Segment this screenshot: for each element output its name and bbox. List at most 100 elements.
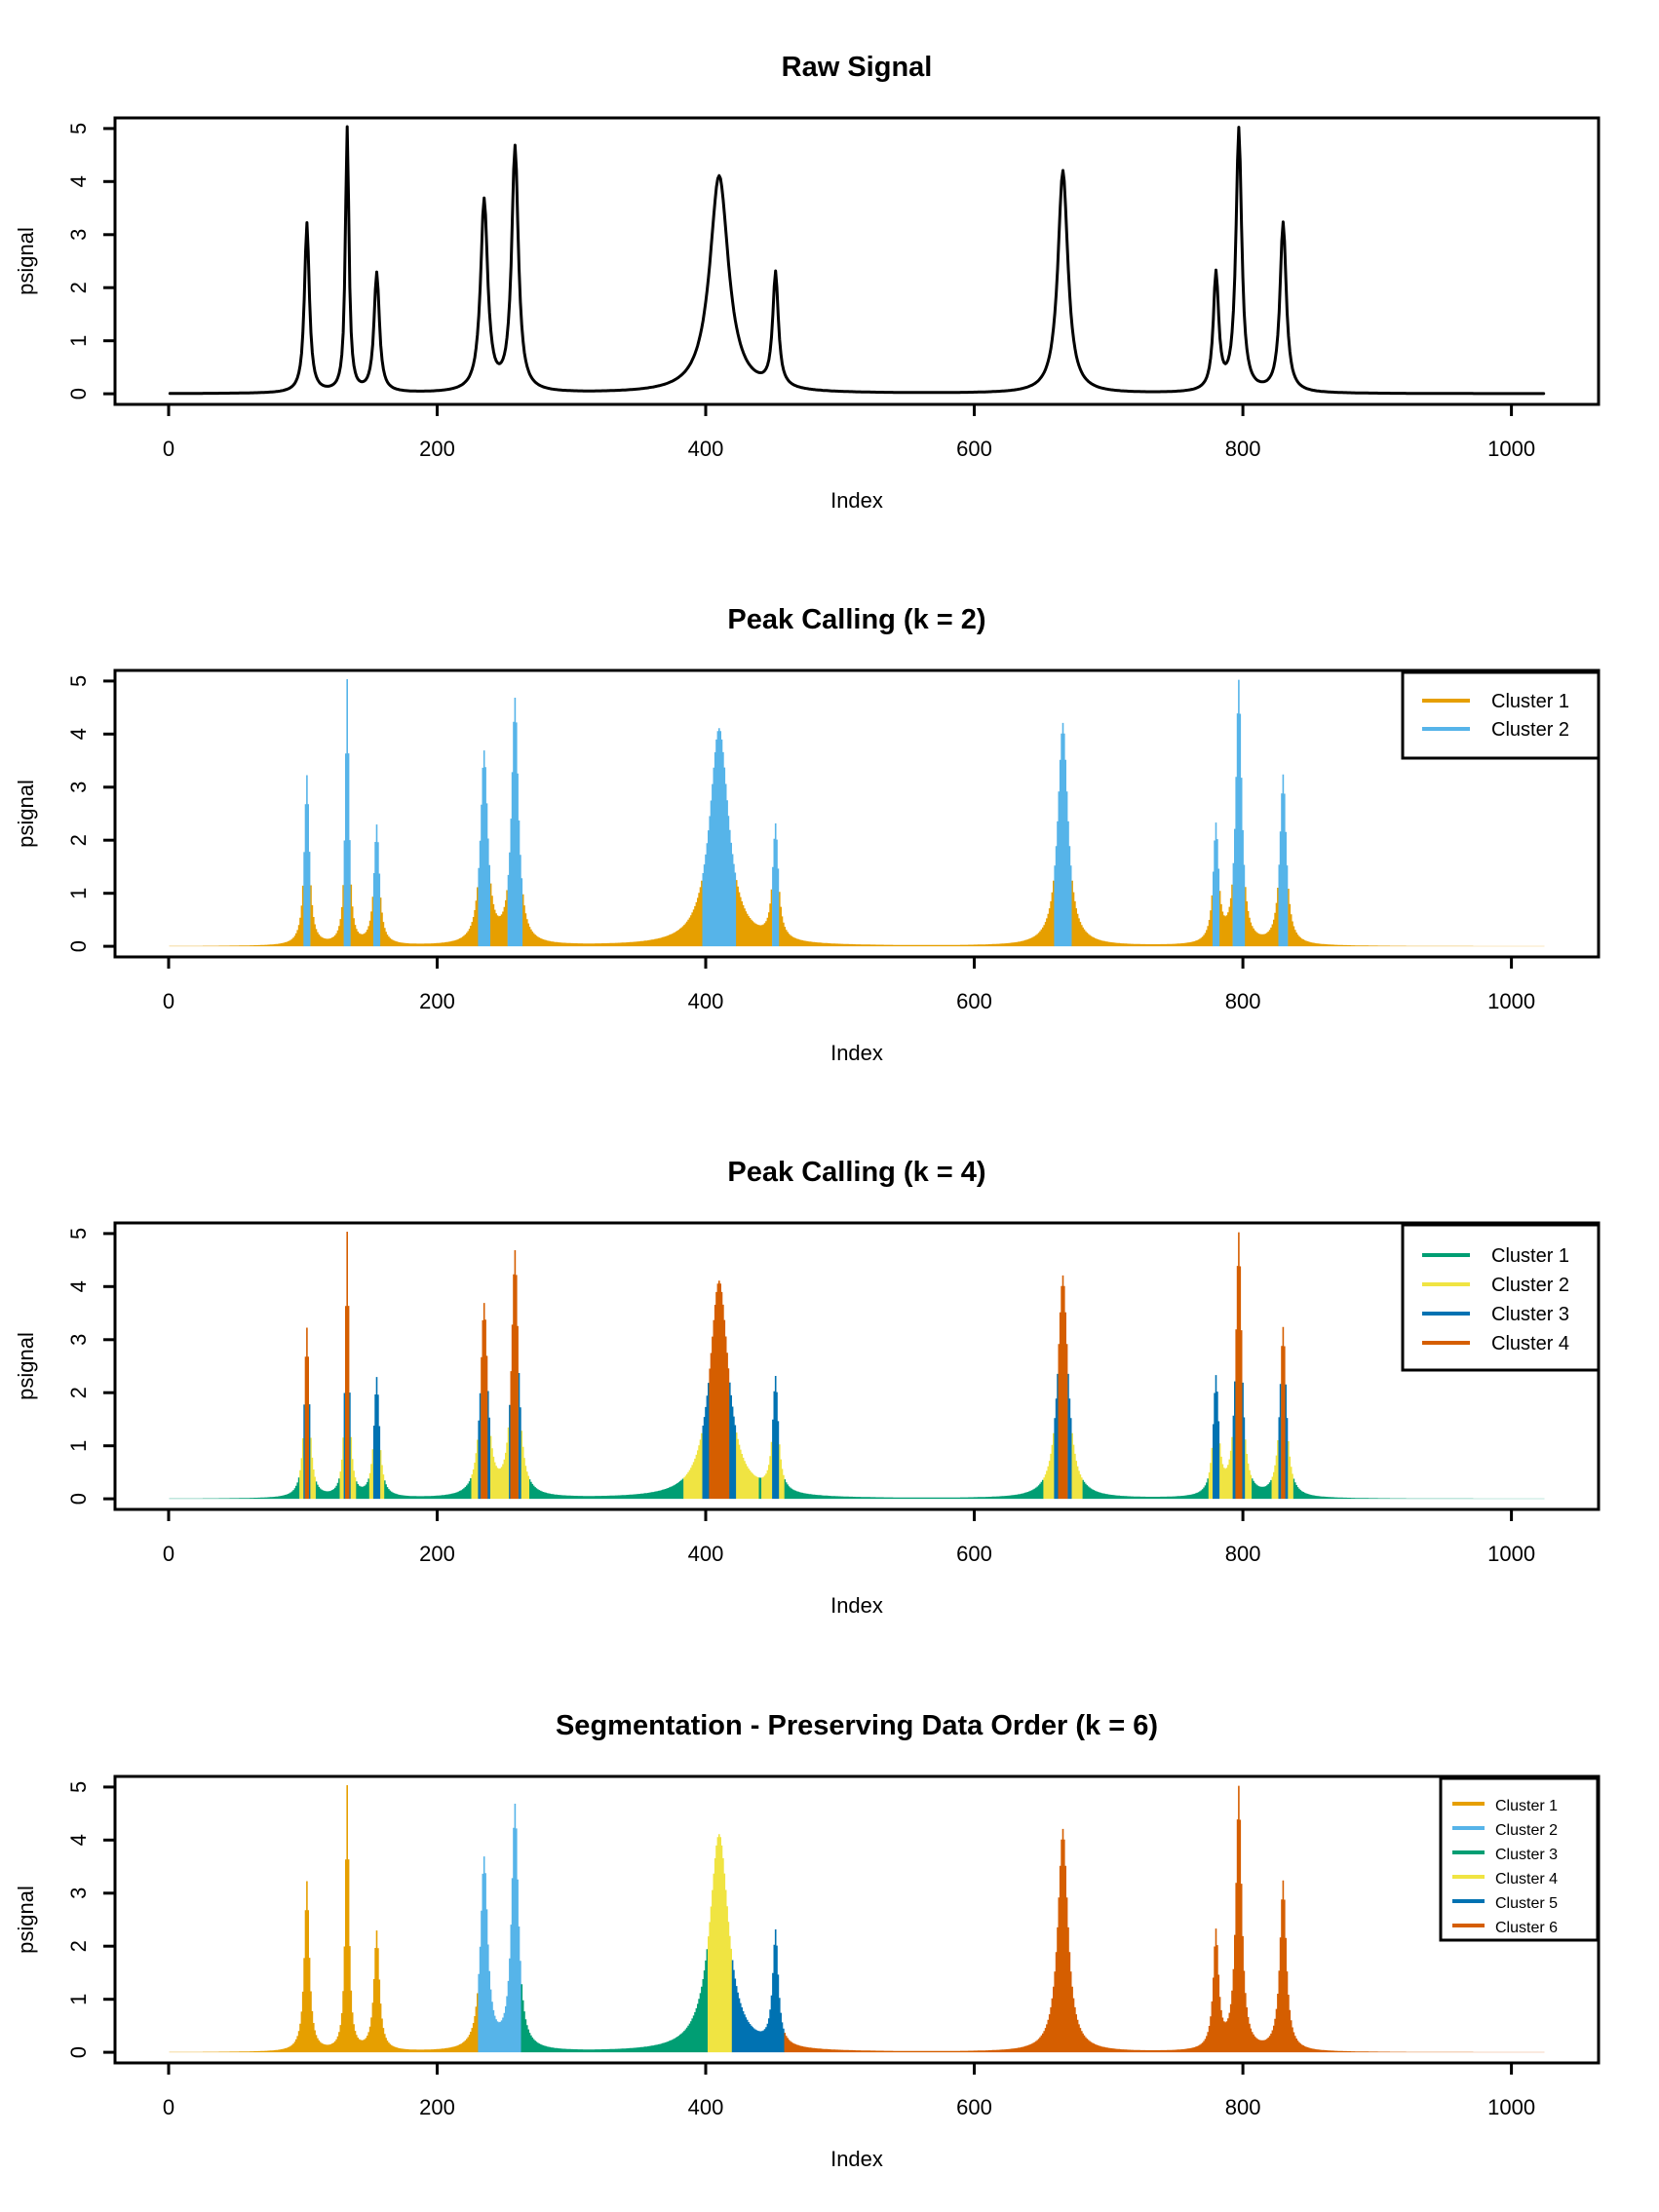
y-tick-label: 1	[66, 335, 91, 347]
y-tick-label: 3	[66, 1888, 91, 1899]
cluster-4-bars	[708, 1834, 732, 2053]
plot-title: Segmentation - Preserving Data Order (k …	[556, 1710, 1158, 1741]
subplot-segmentation-k6: 0 200 400 600 800 1000 0 1 2 3 4 5 Segmentation - Pr…	[0, 1658, 1659, 2212]
plot-title: Peak Calling (k = 4)	[727, 1157, 985, 1188]
legend-label: Cluster 2	[1495, 1822, 1558, 1839]
y-tick-label: 3	[66, 1334, 91, 1346]
cluster-1-bars	[169, 1785, 479, 2053]
x-tick-label: 200	[419, 437, 455, 461]
x-axis-label: Index	[830, 488, 883, 513]
plot-box	[113, 1774, 1601, 2065]
legend-label: Cluster 1	[1491, 691, 1569, 712]
x-tick-label: 1000	[1487, 2095, 1535, 2119]
y-axis-label: psignal	[14, 780, 38, 848]
plot-box	[113, 116, 1601, 406]
y-tick-label: 1	[66, 1440, 91, 1452]
plot-svg: 0 200 400 600 800 1000 0 1 2 3 4 5 Peak Calling (k =…	[14, 604, 1601, 1065]
plot-svg: 0 200 400 600 800 1000 0 1 2 3 4 5 Peak Calling (k =…	[14, 1157, 1601, 1618]
y-tick-label: 3	[66, 229, 91, 241]
x-tick-label: 0	[163, 989, 174, 1013]
legend-box	[1401, 670, 1601, 760]
x-axis-label: Index	[830, 2147, 883, 2171]
x-tick-label: 800	[1225, 989, 1261, 1013]
legend-label: Cluster 4	[1495, 1871, 1558, 1888]
x-axis-label: Index	[830, 1593, 883, 1618]
x-tick-label: 0	[163, 2095, 174, 2119]
x-tick-label: 400	[688, 437, 724, 461]
legend-label: Cluster 4	[1491, 1333, 1569, 1354]
y-tick-label: 3	[66, 782, 91, 793]
y-axis-label: psignal	[14, 227, 38, 295]
legend-label: Cluster 6	[1495, 1920, 1558, 1936]
y-tick-label: 4	[66, 728, 91, 740]
x-tick-label: 200	[419, 2095, 455, 2119]
cluster-3-bars	[303, 1373, 1289, 1500]
legend: Cluster 1 Cluster 2 Cluster 3 Cluster 4	[1401, 1223, 1601, 1372]
x-tick-label: 0	[163, 437, 174, 461]
cluster-6-bars	[784, 1785, 1545, 2053]
x-tick-label: 1000	[1487, 1542, 1535, 1566]
legend-label: Cluster 2	[1491, 1275, 1569, 1296]
x-axis-label: Index	[830, 1041, 883, 1065]
legend-label: Cluster 2	[1491, 719, 1569, 741]
x-tick-label: 600	[956, 1542, 992, 1566]
y-tick-label: 4	[66, 1834, 91, 1846]
x-tick-label: 400	[688, 2095, 724, 2119]
plot-svg: 0 200 400 600 800 1000 0 1 2 3 4 5 Raw Signal Index ps…	[14, 52, 1601, 513]
y-axis-label: psignal	[14, 1332, 38, 1400]
x-tick-label: 400	[688, 989, 724, 1013]
subplot-peak-calling-k2: 0 200 400 600 800 1000 0 1 2 3 4 5 Peak Calling (k =…	[0, 553, 1659, 1105]
legend-label: Cluster 1	[1495, 1798, 1558, 1814]
legend-label: Cluster 3	[1495, 1847, 1558, 1863]
x-tick-label: 1000	[1487, 989, 1535, 1013]
y-tick-label: 4	[66, 1280, 91, 1292]
x-tick-label: 400	[688, 1542, 724, 1566]
x-tick-label: 0	[163, 1542, 174, 1566]
x-tick-label: 800	[1225, 437, 1261, 461]
y-axis-label: psignal	[14, 1886, 38, 1954]
y-tick-label: 2	[66, 1387, 91, 1398]
legend: Cluster 1 Cluster 2	[1401, 670, 1601, 760]
plot-svg: 0 200 400 600 800 1000 0 1 2 3 4 5 Segmentation - Pr…	[14, 1710, 1601, 2171]
cluster-2-bars	[303, 679, 1289, 947]
y-tick-label: 2	[66, 282, 91, 293]
subplot-raw-signal: 0 200 400 600 800 1000 0 1 2 3 4 5 Raw Signal Index ps…	[0, 0, 1659, 553]
y-tick-label: 5	[66, 1228, 91, 1239]
y-tick-label: 5	[66, 123, 91, 134]
plot-title: Peak Calling (k = 2)	[727, 604, 985, 635]
cluster-3-bars	[521, 1949, 709, 2053]
x-tick-label: 600	[956, 437, 992, 461]
y-tick-label: 2	[66, 834, 91, 846]
x-tick-label: 800	[1225, 2095, 1261, 2119]
y-tick-label: 0	[66, 940, 91, 952]
plot-box	[113, 668, 1601, 959]
signal-line	[168, 125, 1546, 396]
y-tick-label: 0	[66, 388, 91, 400]
legend-label: Cluster 1	[1491, 1245, 1569, 1267]
cluster-1-bars	[169, 1477, 1545, 1500]
x-tick-label: 1000	[1487, 437, 1535, 461]
cluster-2-bars	[478, 1804, 521, 2053]
legend-label: Cluster 3	[1491, 1304, 1569, 1325]
y-tick-label: 0	[66, 2046, 91, 2058]
cluster-2-bars	[299, 1427, 1293, 1500]
legend-label: Cluster 5	[1495, 1895, 1558, 1912]
y-tick-label: 1	[66, 1994, 91, 2005]
y-tick-label: 5	[66, 675, 91, 687]
legend-box	[1401, 1223, 1601, 1372]
plot-title: Raw Signal	[782, 52, 933, 83]
y-tick-label: 4	[66, 175, 91, 187]
cluster-4-bars	[304, 1232, 1286, 1500]
y-tick-label: 2	[66, 1940, 91, 1952]
cluster-1-bars	[169, 880, 1545, 947]
plot-box	[113, 1221, 1601, 1511]
y-tick-label: 1	[66, 888, 91, 899]
x-tick-label: 800	[1225, 1542, 1261, 1566]
subplot-peak-calling-k4: 0 200 400 600 800 1000 0 1 2 3 4 5 Peak Calling (k =…	[0, 1105, 1659, 1658]
y-tick-label: 0	[66, 1493, 91, 1505]
x-tick-label: 200	[419, 989, 455, 1013]
cluster-5-bars	[731, 1929, 785, 2053]
x-tick-label: 600	[956, 2095, 992, 2119]
x-tick-label: 600	[956, 989, 992, 1013]
